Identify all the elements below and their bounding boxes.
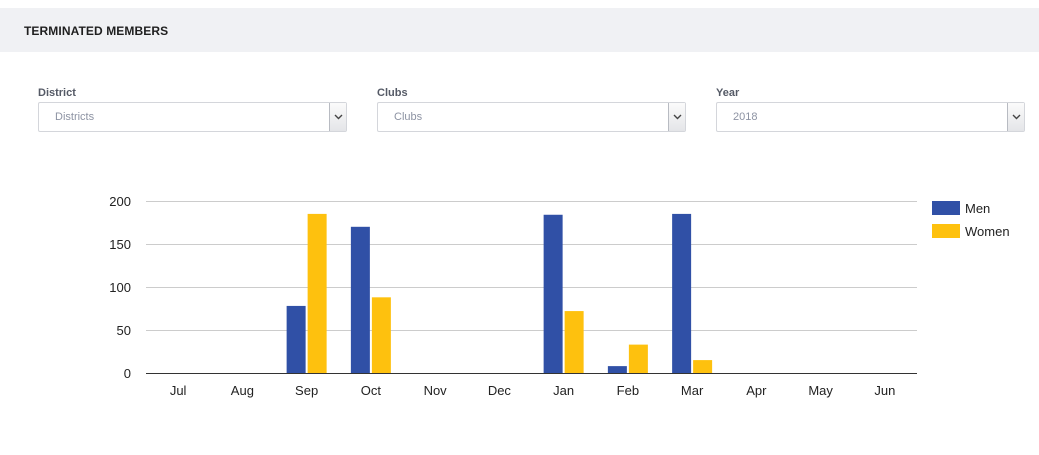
bar-men-jan[interactable] <box>543 214 563 373</box>
chart-legend: Men Women <box>932 201 1010 239</box>
bar-women-sep[interactable] <box>307 213 327 373</box>
year-filter: Year 2018 <box>716 86 1025 132</box>
chevron-down-icon[interactable] <box>668 103 685 131</box>
x-tick-label: Jul <box>170 383 187 398</box>
section-title: TERMINATED MEMBERS <box>24 24 169 38</box>
x-tick-label: Oct <box>361 383 382 398</box>
y-tick-label: 50 <box>117 323 131 338</box>
legend-label-men[interactable]: Men <box>965 201 990 216</box>
x-tick-label: Jun <box>874 383 895 398</box>
clubs-select[interactable]: Clubs <box>377 102 686 132</box>
clubs-label: Clubs <box>377 87 408 99</box>
bar-men-sep[interactable] <box>286 305 306 373</box>
chart-y-axis: 0 50 100 150 200 <box>109 194 131 381</box>
year-label: Year <box>716 87 740 99</box>
bar-men-mar[interactable] <box>672 213 692 373</box>
x-tick-label: Sep <box>295 383 318 398</box>
bar-women-mar[interactable] <box>693 360 713 373</box>
x-tick-label: Dec <box>488 383 512 398</box>
chart-x-axis: Jul Aug Sep Oct Nov Dec Jan Feb Mar Apr May Jun <box>170 383 896 398</box>
bar-women-feb[interactable] <box>628 344 648 373</box>
district-select-value: Districts <box>55 111 95 123</box>
chevron-down-icon[interactable] <box>1007 103 1024 131</box>
x-tick-label: Feb <box>617 383 639 398</box>
x-tick-label: Jan <box>553 383 574 398</box>
y-tick-label: 100 <box>109 280 131 295</box>
bar-men-feb[interactable] <box>607 366 627 373</box>
legend-swatch-men[interactable] <box>932 201 960 215</box>
district-label: District <box>38 87 76 99</box>
district-filter: District Districts <box>38 86 347 132</box>
x-tick-label: Aug <box>231 383 254 398</box>
chevron-down-icon[interactable] <box>329 103 346 131</box>
chart-gridlines <box>146 201 917 374</box>
x-tick-label: Nov <box>424 383 448 398</box>
section-header: TERMINATED MEMBERS <box>0 8 1039 52</box>
bar-women-jan[interactable] <box>564 311 584 373</box>
year-select-value: 2018 <box>733 111 758 123</box>
x-tick-label: May <box>808 383 833 398</box>
legend-swatch-women[interactable] <box>932 224 960 238</box>
chart-bars <box>286 213 713 373</box>
district-select[interactable]: Districts <box>38 102 347 132</box>
x-tick-label: Apr <box>746 383 767 398</box>
bar-women-oct[interactable] <box>371 297 391 373</box>
x-tick-label: Mar <box>681 383 704 398</box>
bar-men-oct[interactable] <box>350 226 370 373</box>
y-tick-label: 200 <box>109 194 131 209</box>
year-select[interactable]: 2018 <box>716 102 1025 132</box>
clubs-filter: Clubs Clubs <box>377 86 686 132</box>
y-tick-label: 0 <box>124 366 131 381</box>
clubs-select-value: Clubs <box>394 111 423 123</box>
y-tick-label: 150 <box>109 237 131 252</box>
legend-label-women[interactable]: Women <box>965 224 1010 239</box>
